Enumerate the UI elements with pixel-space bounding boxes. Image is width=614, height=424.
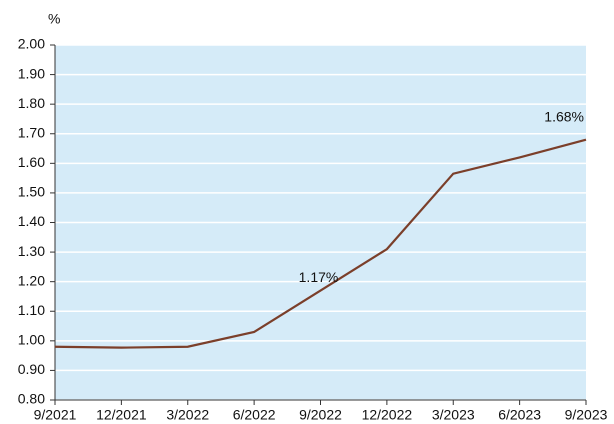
y-tick-label: 2.00 xyxy=(18,36,45,52)
x-tick-label: 12/2021 xyxy=(96,407,147,423)
y-tick-label: 1.90 xyxy=(18,65,45,81)
x-tick-label: 3/2023 xyxy=(432,407,475,423)
x-tick-label: 9/2021 xyxy=(34,407,77,423)
value-label: 1.17% xyxy=(299,269,339,285)
y-tick-label: 1.20 xyxy=(18,272,45,288)
x-tick-label: 12/2022 xyxy=(362,407,413,423)
y-tick-label: 1.30 xyxy=(18,243,45,259)
data-line xyxy=(54,138,587,349)
y-tick-label: 1.70 xyxy=(18,124,45,140)
y-tick-label: 1.50 xyxy=(18,184,45,200)
x-tick-label: 3/2022 xyxy=(166,407,209,423)
y-tick-label: 0.80 xyxy=(18,391,45,407)
y-tick-label: 1.00 xyxy=(18,332,45,348)
y-tick-label: 1.60 xyxy=(18,154,45,170)
value-label: 1.68% xyxy=(544,108,584,124)
y-tick-label: 1.10 xyxy=(18,302,45,318)
x-tick-label: 6/2022 xyxy=(233,407,276,423)
x-tick-label: 6/2023 xyxy=(498,407,541,423)
y-tick-label: 1.80 xyxy=(18,95,45,111)
x-tick-label: 9/2023 xyxy=(565,407,608,423)
y-tick-label: 1.40 xyxy=(18,213,45,229)
x-tick-label: 9/2022 xyxy=(299,407,342,423)
y-unit: % xyxy=(48,11,60,27)
y-tick-label: 0.90 xyxy=(18,361,45,377)
